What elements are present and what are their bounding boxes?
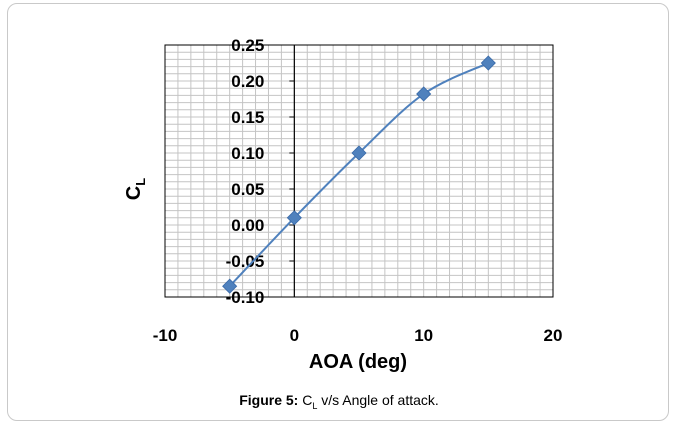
- y-tick-label: 0.05: [231, 180, 264, 199]
- x-tick-label: -10: [153, 326, 178, 345]
- data-point-marker: [416, 86, 432, 102]
- y-tick-label: 0.10: [231, 144, 264, 163]
- y-axis-title-main: C: [123, 186, 145, 200]
- series-markers: [222, 55, 496, 294]
- y-axis-title-sub: L: [133, 178, 148, 186]
- y-tick-label: 0.15: [231, 108, 264, 127]
- grid: [164, 44, 554, 298]
- y-tick-label: 0.25: [231, 36, 264, 55]
- x-tick-label: 0: [290, 326, 299, 345]
- y-tick-label: 0.20: [231, 72, 264, 91]
- caption-cl: C: [302, 392, 313, 408]
- figure-caption: Figure 5: CL v/s Angle of attack.: [0, 392, 678, 411]
- x-axis-title: AOA (deg): [309, 351, 407, 373]
- y-axis-title: CL: [123, 178, 148, 200]
- caption-label: Figure 5:: [239, 392, 299, 408]
- x-tick-labels: -10 0 10 20: [153, 326, 563, 345]
- figure-frame: [7, 3, 669, 421]
- y-tick-labels: -0.10 -0.05 0.00 0.05 0.10 0.15 0.20 0.25: [226, 36, 265, 307]
- data-point-marker: [480, 55, 496, 71]
- plot-border: [164, 44, 554, 298]
- y-tick-label: 0.00: [231, 216, 264, 235]
- axes: [164, 44, 554, 298]
- data-point-marker: [286, 210, 302, 226]
- data-point-marker: [222, 278, 238, 294]
- x-tick-label: 20: [544, 326, 563, 345]
- y-tick-label: -0.10: [226, 288, 265, 307]
- x-tick-label: 10: [414, 326, 433, 345]
- data-point-marker: [351, 145, 367, 161]
- y-tick-label: -0.05: [226, 252, 265, 271]
- caption-text: v/s Angle of attack.: [317, 392, 439, 408]
- caption-cl-sub: L: [312, 400, 318, 411]
